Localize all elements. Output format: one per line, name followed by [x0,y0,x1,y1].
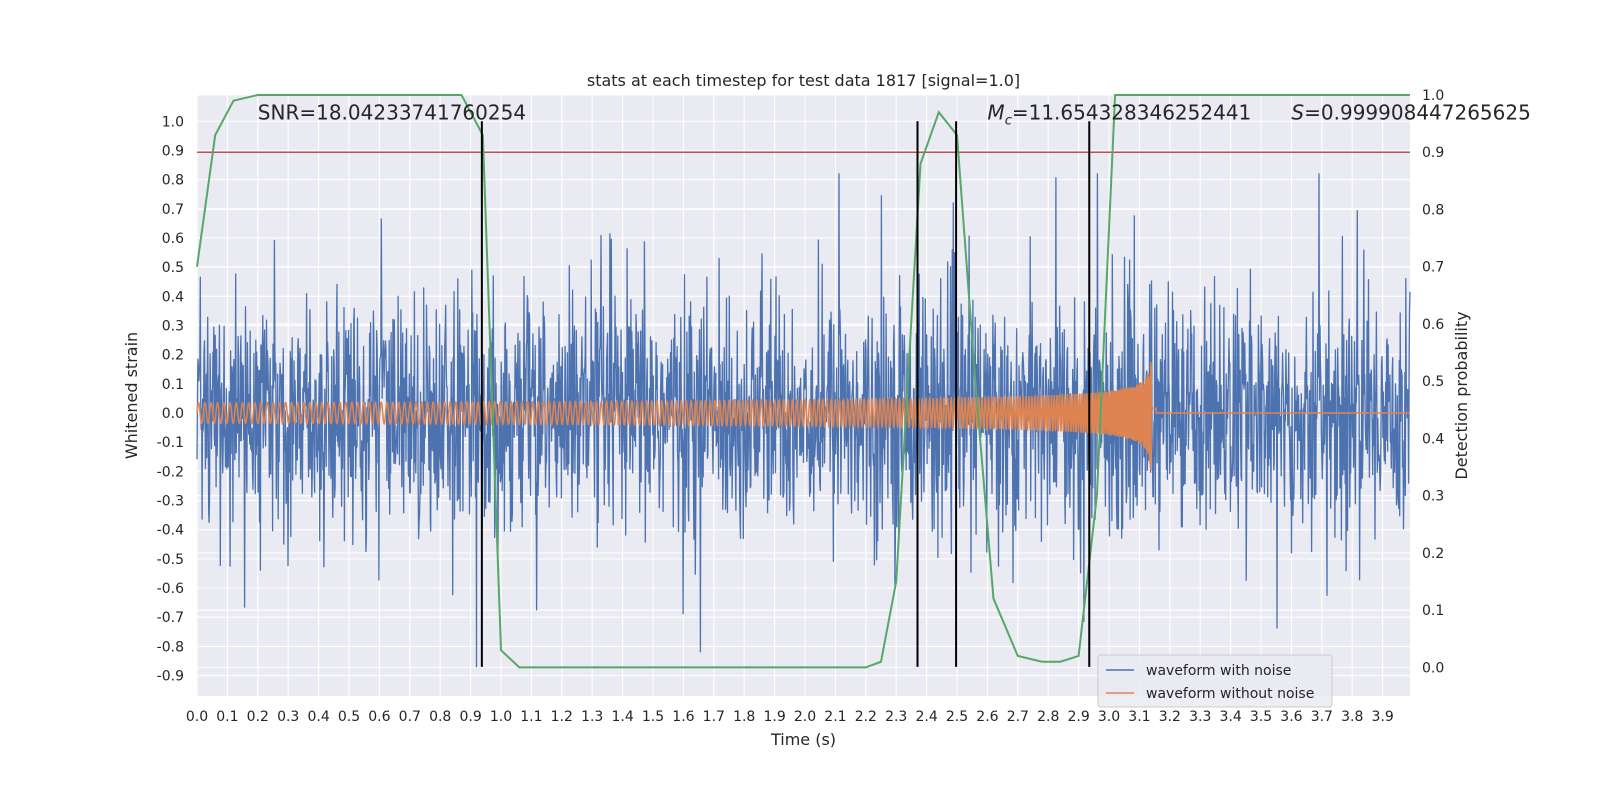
mc-subscript: c [1005,113,1012,128]
y-tick-label: 0.7 [162,202,184,218]
x-tick-label: 1.0 [490,709,512,725]
x-tick-label: 3.2 [1159,709,1181,725]
series-line-waveform-without-noise [196,362,1410,471]
y-tick-label: -0.8 [157,639,184,655]
y-axis-label: Whitened strain [122,332,141,459]
y-tick-label: 1.0 [162,114,184,130]
x-tick-label: 2.8 [1037,709,1059,725]
y-tick-label: -0.9 [157,669,184,685]
x-tick-label: 3.5 [1250,709,1272,725]
x-tick-label: 1.9 [763,709,785,725]
x-tick-label: 2.7 [1007,709,1029,725]
mc-symbol: M [987,100,1004,124]
x-tick-label: 1.2 [551,709,573,725]
x-tick-label: 2.9 [1067,709,1089,725]
x-tick-label: 1.8 [733,709,755,725]
data-layer [196,94,1411,669]
x-tick-label: 0.1 [216,709,238,725]
y-tick-label: -0.4 [157,523,184,539]
snr-annotation: SNR=18.04233741760254 [258,100,526,124]
x-tick-label: 3.8 [1341,709,1363,725]
y-tick-label: 0.2 [162,348,184,364]
x-tick-label: 1.1 [520,709,542,725]
y-tick-label: -0.2 [157,464,184,480]
x-tick-label: 1.6 [672,709,694,725]
y2-tick-label: 1.0 [1422,88,1444,104]
x-tick-label: 0.5 [338,709,360,725]
x-tick-label: 0.6 [368,709,390,725]
y2-tick-label: 0.7 [1422,260,1444,276]
y-tick-label: 0.1 [162,377,184,393]
x-tick-label: 3.9 [1372,709,1394,725]
y2-tick-label: 0.0 [1422,660,1444,676]
y-tick-label: 0.6 [162,231,184,247]
y-tick-label: 0.8 [162,173,184,189]
y2-tick-label: 0.8 [1422,202,1444,218]
series-line-waveform-with-noise [196,173,1411,668]
x-tick-label: 0.3 [277,709,299,725]
y-tick-label: -0.7 [157,610,184,626]
x-tick-label: 0.4 [307,709,329,725]
x-tick-label: 2.6 [976,709,998,725]
y2-tick-label: 0.1 [1422,603,1444,619]
y-tick-label: 0.4 [162,289,184,305]
mc-value: =11.654328346252441 [1012,100,1251,124]
y2-tick-label: 0.3 [1422,489,1444,505]
x-tick-label: 2.5 [946,709,968,725]
y2-axis-label: Detection probability [1452,311,1471,479]
legend-label: waveform with noise [1146,663,1291,679]
x-tick-label: 1.5 [642,709,664,725]
detection-probability-line [196,94,1410,669]
y-tick-label: 0.3 [162,318,184,334]
axes: 0.0 0.1 0.2 0.3 0.4 0.5 0.6 0.7 0.8 0.9 1.0 1.1 1.2 1… [157,88,1445,725]
x-tick-label: 3.4 [1220,709,1242,725]
y-tick-label: -0.6 [157,581,184,597]
x-tick-label: 3.3 [1189,709,1211,725]
x-tick-label: 0.2 [247,709,269,725]
x-tick-label: 2.3 [885,709,907,725]
x-tick-label: 0.0 [186,709,208,725]
y2-tick-label: 0.5 [1422,374,1444,390]
x-tick-label: 0.7 [399,709,421,725]
legend: waveform with noise waveform without nois… [1097,654,1333,708]
x-tick-label: 3.7 [1311,709,1333,725]
chirp-mass-annotation: Mc=11.654328346252441 [987,100,1251,128]
y2-tick-label: 0.9 [1422,145,1444,161]
chart-title: stats at each timestep for test data 181… [587,71,1020,90]
y-tick-label: 0.9 [162,143,184,159]
x-tick-label: 1.7 [703,709,725,725]
y-tick-label: 0.5 [162,260,184,276]
x-tick-label: 2.1 [824,709,846,725]
y2-tick-label: 0.6 [1422,317,1444,333]
x-tick-label: 2.0 [794,709,816,725]
legend-box [1097,654,1333,708]
y-tick-label: -0.3 [157,494,184,510]
x-tick-label: 1.3 [581,709,603,725]
s-annotation: S=0.999908447265625 [1291,100,1530,124]
s-symbol: S [1291,100,1304,124]
x-tick-label: 1.4 [611,709,633,725]
x-tick-label: 2.4 [915,709,937,725]
grid [196,94,1410,696]
x-tick-label: 0.8 [429,709,451,725]
legend-label: waveform without noise [1146,686,1314,702]
x-axis-label: Time (s) [770,730,836,749]
y2-tick-label: 0.4 [1422,431,1444,447]
x-tick-label: 3.0 [1098,709,1120,725]
x-tick-label: 2.2 [855,709,877,725]
x-tick-label: 3.1 [1128,709,1150,725]
x-tick-label: 3.6 [1280,709,1302,725]
y-tick-label: -0.1 [157,435,184,451]
x-tick-label: 0.9 [459,709,481,725]
y-tick-label: 0.0 [162,406,184,422]
y2-tick-label: 0.2 [1422,546,1444,562]
y-tick-label: -0.5 [157,552,184,568]
s-value: =0.999908447265625 [1304,100,1531,124]
